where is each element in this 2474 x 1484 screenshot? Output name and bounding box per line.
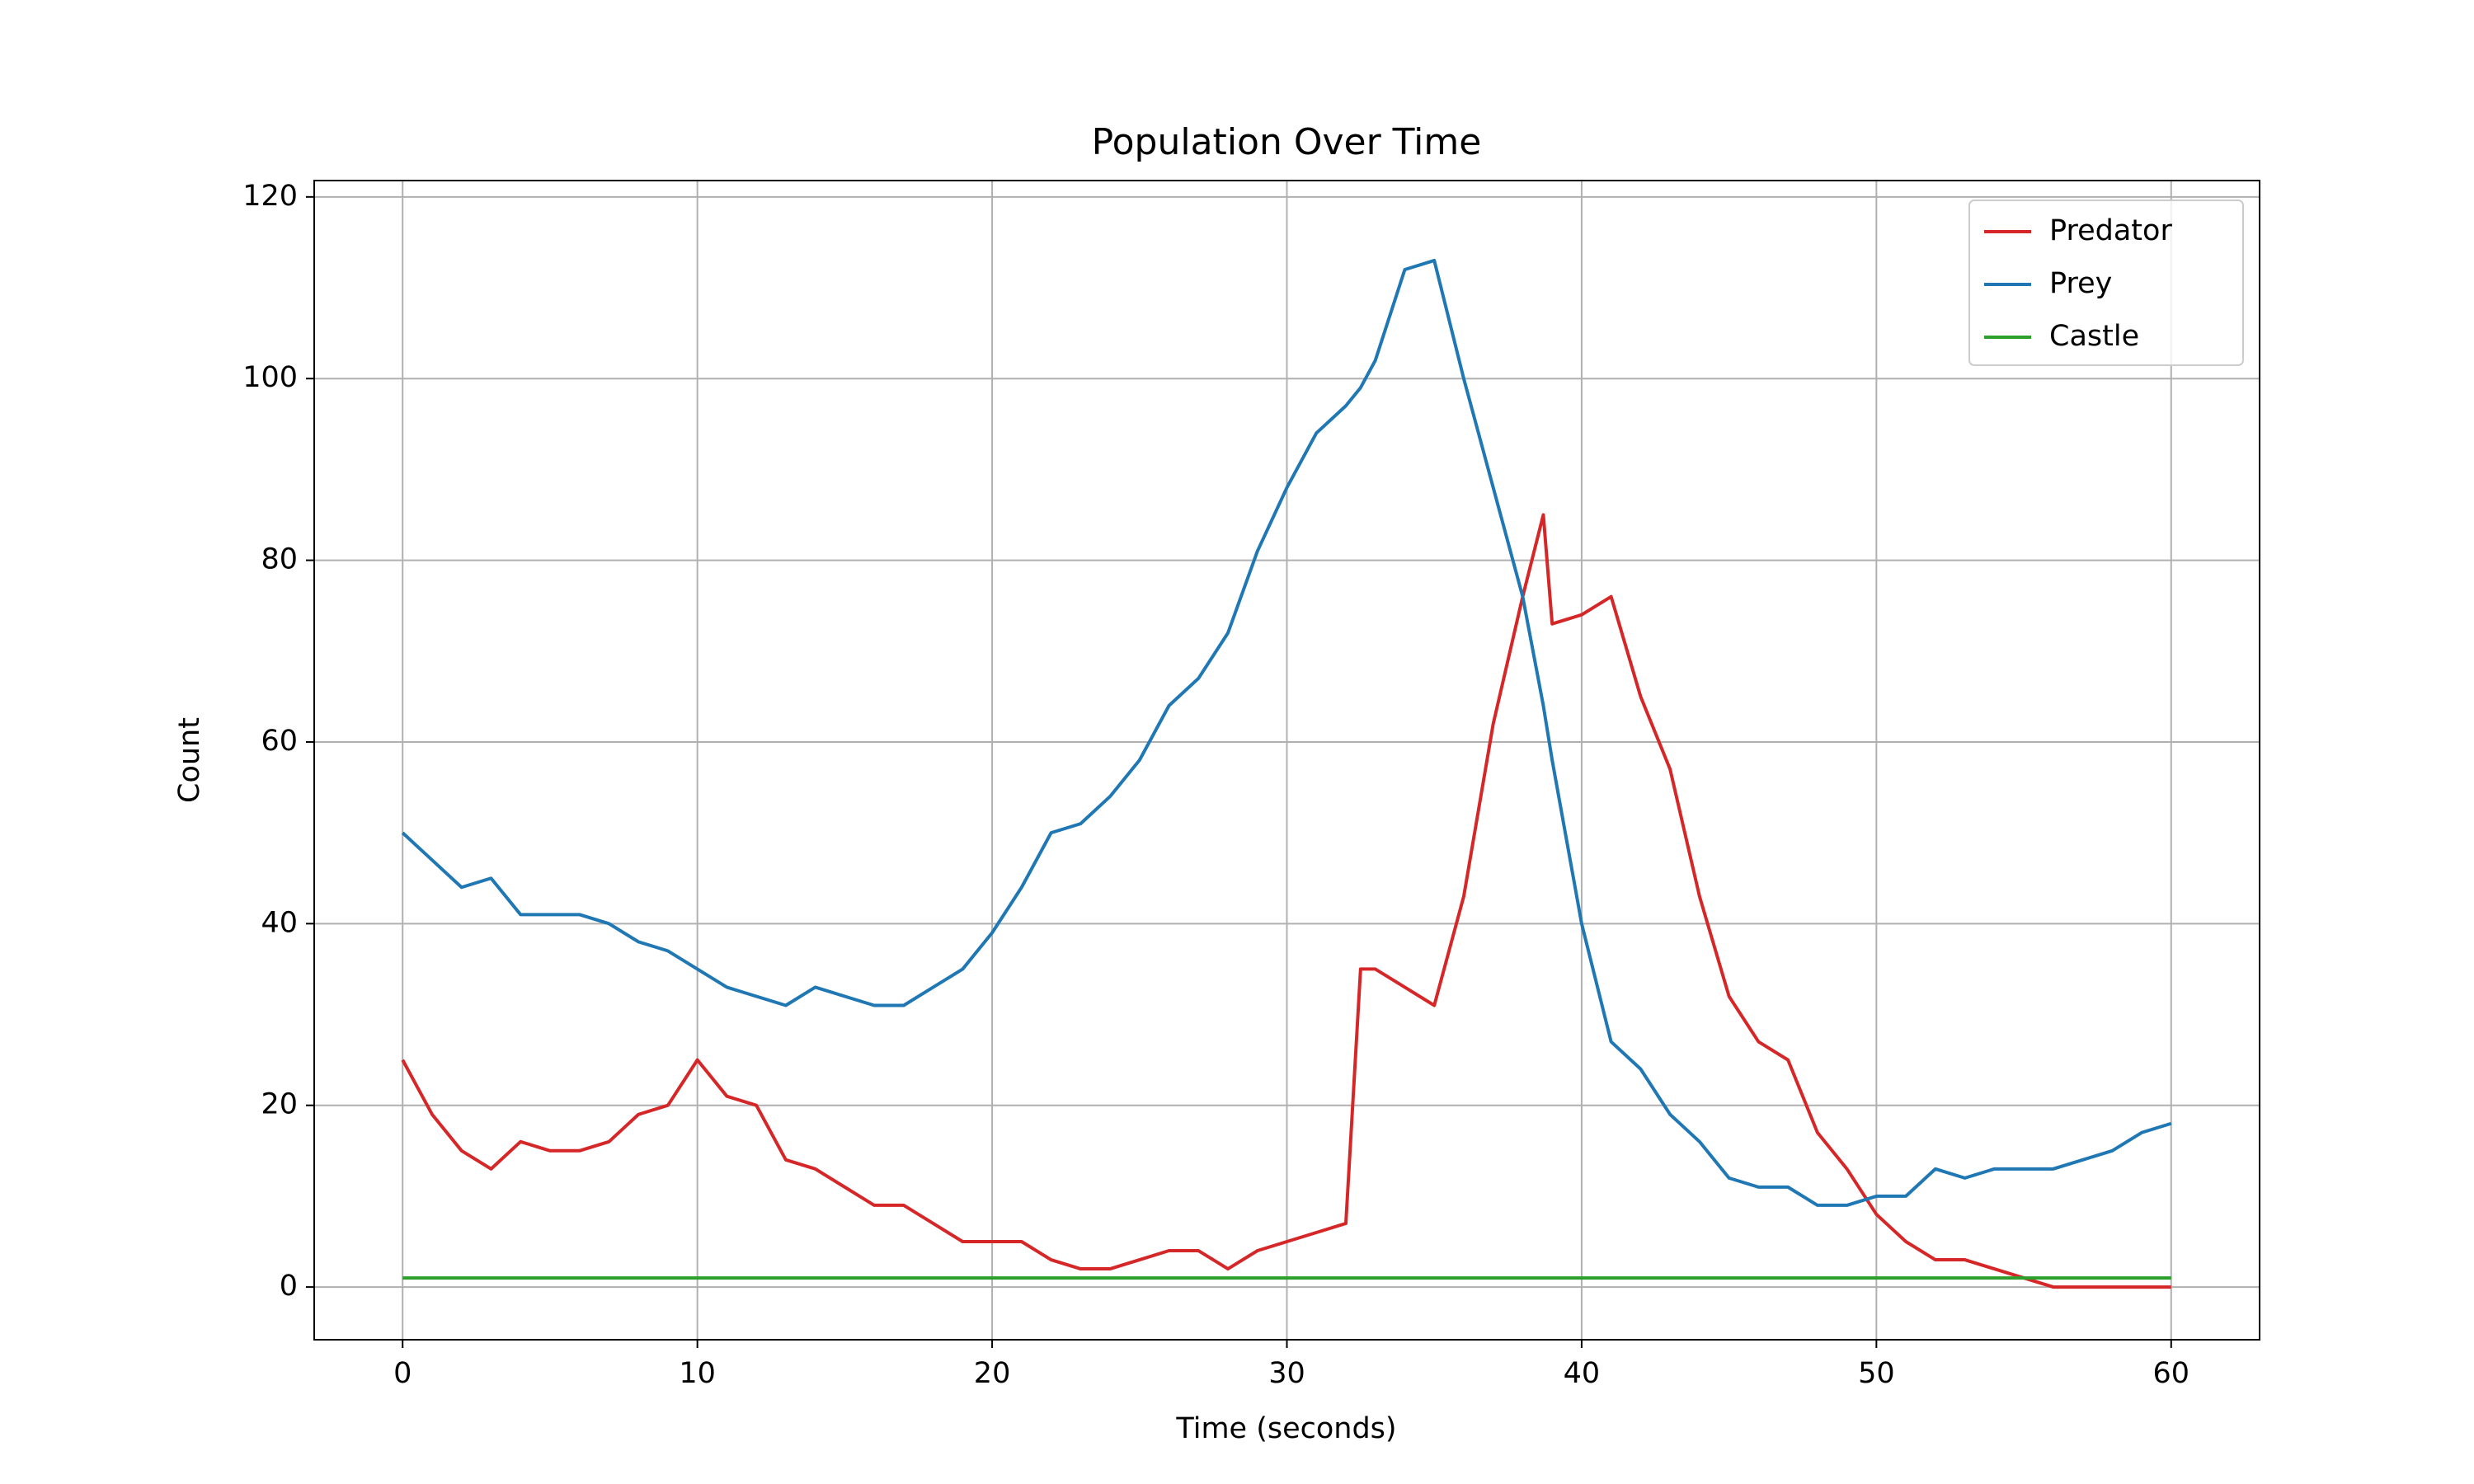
x-tick-label: 60 [2152, 1357, 2189, 1390]
y-tick-label: 40 [261, 906, 298, 939]
y-axis-label: Count [173, 717, 206, 803]
x-tick-label: 20 [974, 1357, 1011, 1390]
plot-frame [313, 180, 2260, 1341]
y-tick-label: 80 [261, 543, 298, 576]
legend-frame [1968, 200, 2244, 366]
x-axis-label: Time (seconds) [1175, 1412, 1396, 1445]
x-tick-label: 10 [679, 1357, 716, 1390]
y-tick-label: 120 [242, 180, 298, 213]
legend-label: Castle [2049, 320, 2139, 353]
x-tick-label: 40 [1564, 1357, 1601, 1390]
x-tick-label: 0 [393, 1357, 412, 1390]
legend-label: Prey [2049, 267, 2112, 300]
x-tick-label: 50 [1858, 1357, 1895, 1390]
y-tick-label: 0 [280, 1270, 298, 1303]
x-tick-label: 30 [1268, 1357, 1305, 1390]
legend: Predator Prey Castle [1968, 200, 2244, 366]
series-line [401, 258, 2172, 1207]
y-tick-label: 60 [261, 725, 298, 758]
legend-label: Predator [2049, 214, 2172, 247]
chart-title: Population Over Time [1092, 121, 1482, 163]
y-tick-label: 20 [261, 1088, 298, 1121]
y-tick-label: 100 [242, 361, 298, 394]
